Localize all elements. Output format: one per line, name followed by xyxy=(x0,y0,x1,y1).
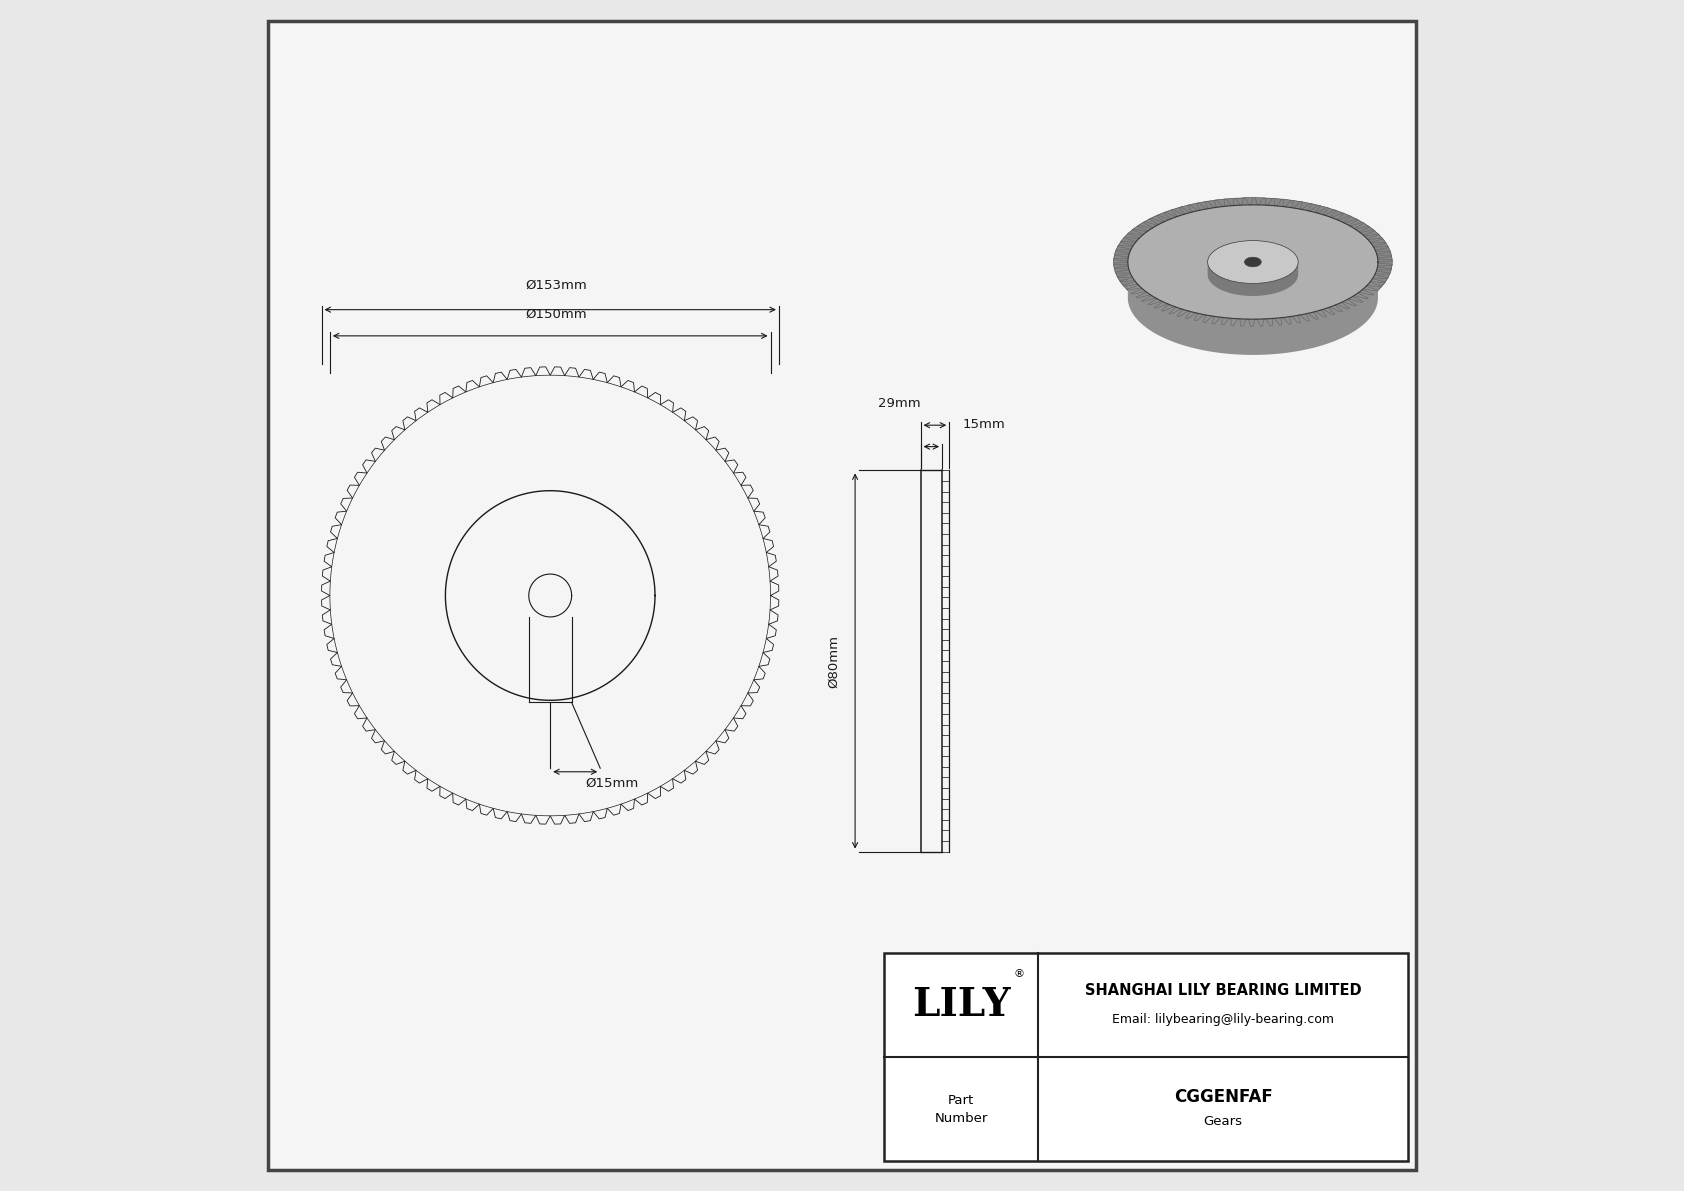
Text: 29mm: 29mm xyxy=(877,397,921,410)
Text: CGGENFAF: CGGENFAF xyxy=(1174,1089,1273,1106)
Ellipse shape xyxy=(1207,241,1298,283)
Text: Ø153mm: Ø153mm xyxy=(525,279,588,292)
Text: 15mm: 15mm xyxy=(962,418,1005,431)
Polygon shape xyxy=(1128,262,1378,355)
Text: Email: lilybearing@lily-bearing.com: Email: lilybearing@lily-bearing.com xyxy=(1111,1012,1334,1025)
Ellipse shape xyxy=(1244,257,1261,267)
Text: Ø150mm: Ø150mm xyxy=(525,307,588,320)
Text: Ø15mm: Ø15mm xyxy=(586,777,638,790)
Text: Gears: Gears xyxy=(1204,1115,1243,1128)
Text: LILY: LILY xyxy=(911,986,1010,1024)
Ellipse shape xyxy=(1113,198,1393,326)
Text: Ø80mm: Ø80mm xyxy=(827,635,840,687)
Bar xyxy=(884,953,1408,1161)
Text: SHANGHAI LILY BEARING LIMITED: SHANGHAI LILY BEARING LIMITED xyxy=(1084,983,1361,998)
Text: ®: ® xyxy=(1014,968,1024,979)
Ellipse shape xyxy=(1128,205,1378,319)
Text: Part
Number: Part Number xyxy=(935,1093,989,1124)
Polygon shape xyxy=(1207,262,1298,295)
